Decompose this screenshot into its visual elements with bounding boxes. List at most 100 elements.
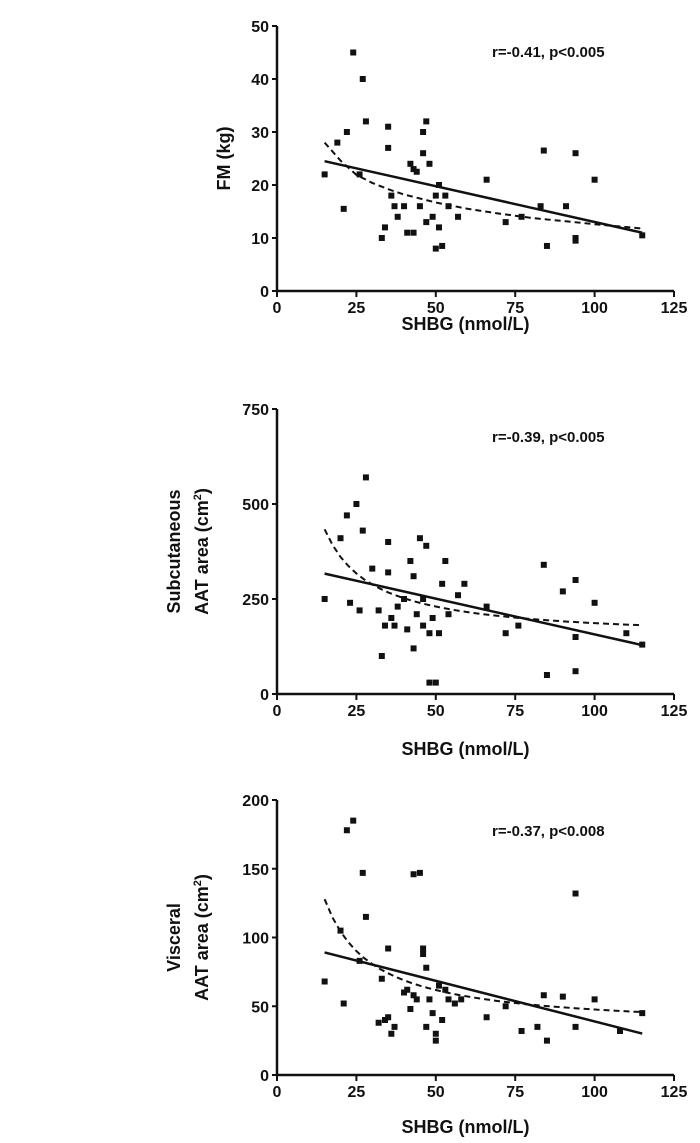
data-point <box>442 558 449 564</box>
data-point <box>439 242 446 249</box>
data-point <box>439 580 446 587</box>
x-tick-label: 75 <box>506 1084 524 1101</box>
x-tick-label: 125 <box>661 703 688 720</box>
data-point <box>435 224 442 231</box>
y-tick-label: 30 <box>251 125 269 142</box>
data-point <box>388 192 395 199</box>
data-point <box>385 945 392 952</box>
data-point <box>518 213 525 220</box>
data-point <box>432 1037 439 1044</box>
data-point <box>423 118 430 125</box>
data-point <box>359 76 366 82</box>
data-point <box>572 890 579 897</box>
data-point <box>375 607 382 614</box>
data-point <box>420 945 427 952</box>
data-point <box>385 569 392 576</box>
data-point <box>423 964 430 971</box>
data-point <box>423 219 430 226</box>
curve-fit-line <box>323 141 643 230</box>
data-point <box>572 634 579 640</box>
data-point <box>394 603 401 610</box>
data-point <box>410 166 417 173</box>
data-point <box>385 1014 392 1021</box>
data-point <box>563 203 570 210</box>
y-axis-title: AAT area (cm2) <box>192 488 212 615</box>
x-tick-label: 50 <box>427 300 445 317</box>
data-point <box>391 622 398 629</box>
data-point <box>413 996 420 1003</box>
data-point <box>518 1028 525 1034</box>
curve-fit-line <box>323 528 643 627</box>
data-point <box>385 144 392 151</box>
y-axis-title: Subcutaneous <box>164 489 184 613</box>
data-point <box>404 626 411 633</box>
y-tick-label: 40 <box>251 72 269 89</box>
data-point <box>420 129 427 135</box>
data-point <box>407 160 414 167</box>
x-tick-label: 50 <box>427 1084 445 1101</box>
data-point <box>572 235 579 241</box>
y-tick-label: 200 <box>242 793 269 810</box>
data-point <box>435 182 442 188</box>
correlation-annotation: r=-0.41, p<0.005 <box>492 44 605 61</box>
x-axis-title: SHBG (nmol/L) <box>402 314 530 334</box>
data-point <box>391 203 398 210</box>
panel-3: 0 50 100 150 200 0 25 50 75 100 125 SHBG (nmol/L) Vi… <box>164 793 687 1137</box>
data-point <box>572 668 579 675</box>
data-point <box>340 1000 347 1007</box>
data-point <box>420 622 427 629</box>
x-tick-label: 125 <box>661 1084 688 1101</box>
data-point <box>343 512 350 519</box>
x-tick-label: 75 <box>506 300 524 317</box>
data-point <box>483 603 490 610</box>
data-point <box>483 176 490 183</box>
data-point <box>321 171 328 178</box>
data-point <box>423 1023 430 1030</box>
data-point <box>432 192 439 199</box>
y-tick-label: 250 <box>242 592 269 609</box>
panel-2: 0 250 500 750 0 25 50 75 100 125 SHBG (nmol/L) Subc… <box>164 402 687 759</box>
linear-fit-line <box>324 572 643 647</box>
data-point <box>416 535 423 542</box>
data-point <box>432 245 439 252</box>
x-tick-label: 0 <box>273 1084 282 1101</box>
data-point <box>410 992 417 999</box>
data-point <box>340 205 347 212</box>
data-point <box>435 982 442 989</box>
linear-fit-line <box>324 951 643 1035</box>
y-axis-title: Visceral <box>164 903 184 972</box>
data-point <box>591 599 598 606</box>
data-point <box>381 1017 388 1023</box>
data-point <box>537 203 544 210</box>
y-axis-title: FM (kg) <box>214 127 234 191</box>
data-point <box>543 672 550 678</box>
data-point <box>359 869 366 876</box>
data-point <box>404 229 411 236</box>
x-tick-label: 25 <box>348 703 366 720</box>
data-point <box>420 951 427 957</box>
data-point <box>350 49 357 56</box>
data-point <box>362 913 369 920</box>
data-point <box>543 1037 550 1044</box>
data-point <box>572 150 579 157</box>
data-point <box>543 242 550 249</box>
data-point <box>381 224 388 231</box>
data-point <box>445 203 452 210</box>
y-tick-label: 750 <box>242 402 269 419</box>
data-point <box>572 577 579 583</box>
data-point <box>540 147 547 154</box>
x-tick-label: 100 <box>581 703 608 720</box>
data-point <box>378 235 385 241</box>
x-tick-label: 100 <box>581 1084 608 1101</box>
x-tick-label: 25 <box>348 300 366 317</box>
data-point <box>353 501 360 507</box>
data-point <box>388 1030 395 1037</box>
data-point <box>388 615 395 621</box>
data-point <box>432 679 439 686</box>
data-point <box>343 827 350 834</box>
y-tick-label: 10 <box>251 231 269 248</box>
data-point <box>391 1023 398 1030</box>
data-point <box>445 611 452 618</box>
data-point <box>426 160 433 167</box>
data-point <box>356 171 363 178</box>
